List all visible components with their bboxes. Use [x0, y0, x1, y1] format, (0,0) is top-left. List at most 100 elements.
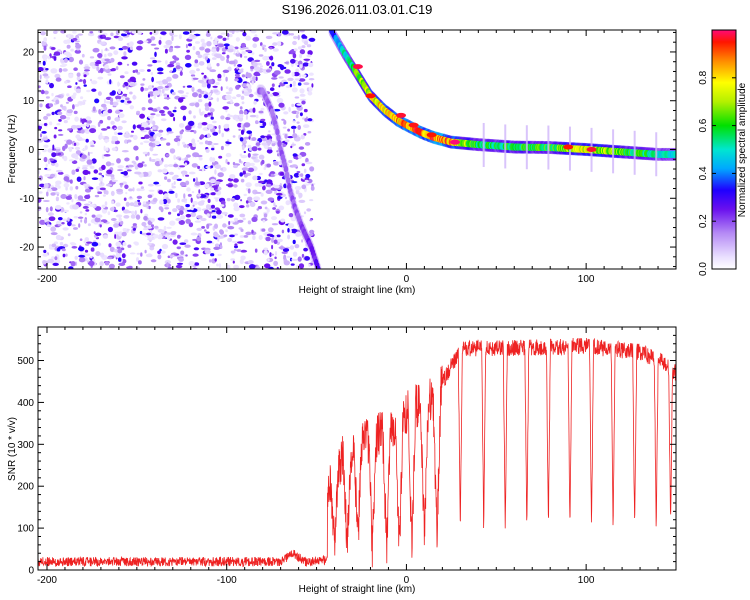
noise-speckle — [129, 46, 133, 51]
noise-speckle — [303, 247, 308, 252]
noise-speckle — [195, 41, 200, 44]
noise-speckle — [309, 72, 314, 76]
noise-speckle — [65, 101, 69, 104]
noise-speckle — [89, 187, 94, 190]
snr-y-tick-label: 500 — [17, 356, 34, 367]
noise-speckle — [247, 196, 253, 202]
noise-speckle — [121, 253, 126, 259]
noise-speckle — [78, 223, 81, 228]
noise-speckle — [243, 110, 248, 115]
noise-speckle — [48, 103, 54, 108]
ridge-cell — [316, 265, 321, 269]
noise-speckle — [128, 164, 135, 168]
noise-speckle — [283, 111, 289, 115]
noise-speckle — [294, 244, 300, 249]
noise-speckle — [160, 113, 166, 116]
noise-speckle — [157, 169, 163, 173]
noise-speckle — [289, 245, 295, 250]
noise-speckle — [197, 201, 205, 206]
noise-speckle — [292, 53, 297, 59]
noise-speckle — [137, 162, 144, 168]
noise-speckle — [89, 165, 95, 169]
noise-speckle — [240, 42, 246, 48]
noise-speckle — [185, 254, 188, 257]
noise-speckle — [185, 63, 192, 68]
noise-speckle — [115, 66, 119, 71]
noise-speckle — [118, 262, 126, 266]
noise-speckle — [84, 145, 88, 150]
noise-speckle — [226, 114, 234, 118]
noise-speckle — [209, 178, 216, 184]
noise-speckle — [227, 161, 230, 165]
noise-speckle — [274, 256, 277, 260]
noise-speckle — [192, 253, 199, 257]
noise-speckle — [110, 190, 115, 196]
noise-speckle — [231, 96, 237, 100]
noise-speckle — [158, 190, 164, 195]
noise-speckle — [235, 85, 240, 90]
noise-speckle — [132, 227, 136, 231]
noise-speckle — [178, 123, 185, 128]
noise-speckle — [271, 140, 275, 144]
noise-speckle — [136, 110, 141, 114]
noise-speckle — [69, 159, 74, 162]
noise-speckle — [162, 198, 168, 205]
noise-speckle — [213, 246, 221, 250]
noise-speckle — [70, 261, 76, 267]
noise-speckle — [91, 88, 97, 92]
noise-speckle — [167, 266, 173, 269]
noise-speckle — [97, 191, 103, 194]
noise-speckle — [175, 217, 182, 222]
noise-speckle — [175, 62, 181, 66]
noise-speckle — [303, 108, 308, 113]
noise-speckle — [147, 69, 151, 72]
noise-speckle — [217, 236, 224, 239]
noise-speckle — [64, 143, 68, 149]
noise-speckle — [293, 172, 300, 178]
noise-speckle — [186, 85, 192, 88]
noise-speckle — [150, 113, 156, 116]
noise-speckle — [40, 31, 46, 36]
noise-speckle — [57, 217, 63, 221]
noise-speckle — [194, 59, 199, 64]
noise-speckle — [231, 30, 235, 35]
noise-speckle — [74, 156, 79, 160]
noise-speckle — [198, 157, 203, 161]
noise-speckle — [115, 95, 122, 100]
noise-speckle — [304, 179, 309, 183]
noise-speckle — [232, 164, 239, 169]
spectrogram-x-tick-label: 100 — [578, 274, 595, 285]
noise-speckle — [301, 239, 304, 243]
noise-speckle — [40, 266, 43, 269]
noise-speckle — [225, 229, 228, 233]
noise-speckle — [303, 124, 310, 128]
noise-speckle — [154, 51, 157, 57]
noise-speckle — [111, 101, 119, 107]
noise-speckle — [119, 182, 124, 186]
noise-speckle — [271, 142, 276, 147]
noise-speckle — [43, 123, 48, 126]
noise-speckle — [212, 131, 219, 136]
noise-speckle — [55, 162, 59, 168]
noise-speckle — [159, 109, 165, 114]
noise-speckle — [110, 57, 115, 63]
noise-speckle — [140, 130, 148, 133]
noise-speckle — [151, 224, 154, 228]
noise-speckle — [169, 148, 176, 154]
noise-speckle — [281, 30, 289, 35]
noise-speckle — [266, 61, 270, 66]
ridge-cell — [275, 128, 280, 136]
noise-speckle — [253, 71, 260, 77]
spectrogram-image — [38, 30, 676, 269]
noise-speckle — [63, 182, 70, 188]
noise-speckle — [44, 173, 51, 177]
noise-speckle — [177, 234, 181, 239]
noise-speckle — [74, 125, 82, 129]
noise-speckle — [188, 120, 195, 127]
noise-speckle — [173, 154, 177, 161]
noise-speckle — [290, 145, 293, 149]
noise-speckle — [50, 173, 56, 178]
colorbar-gradient — [711, 29, 737, 270]
noise-speckle — [46, 221, 50, 226]
